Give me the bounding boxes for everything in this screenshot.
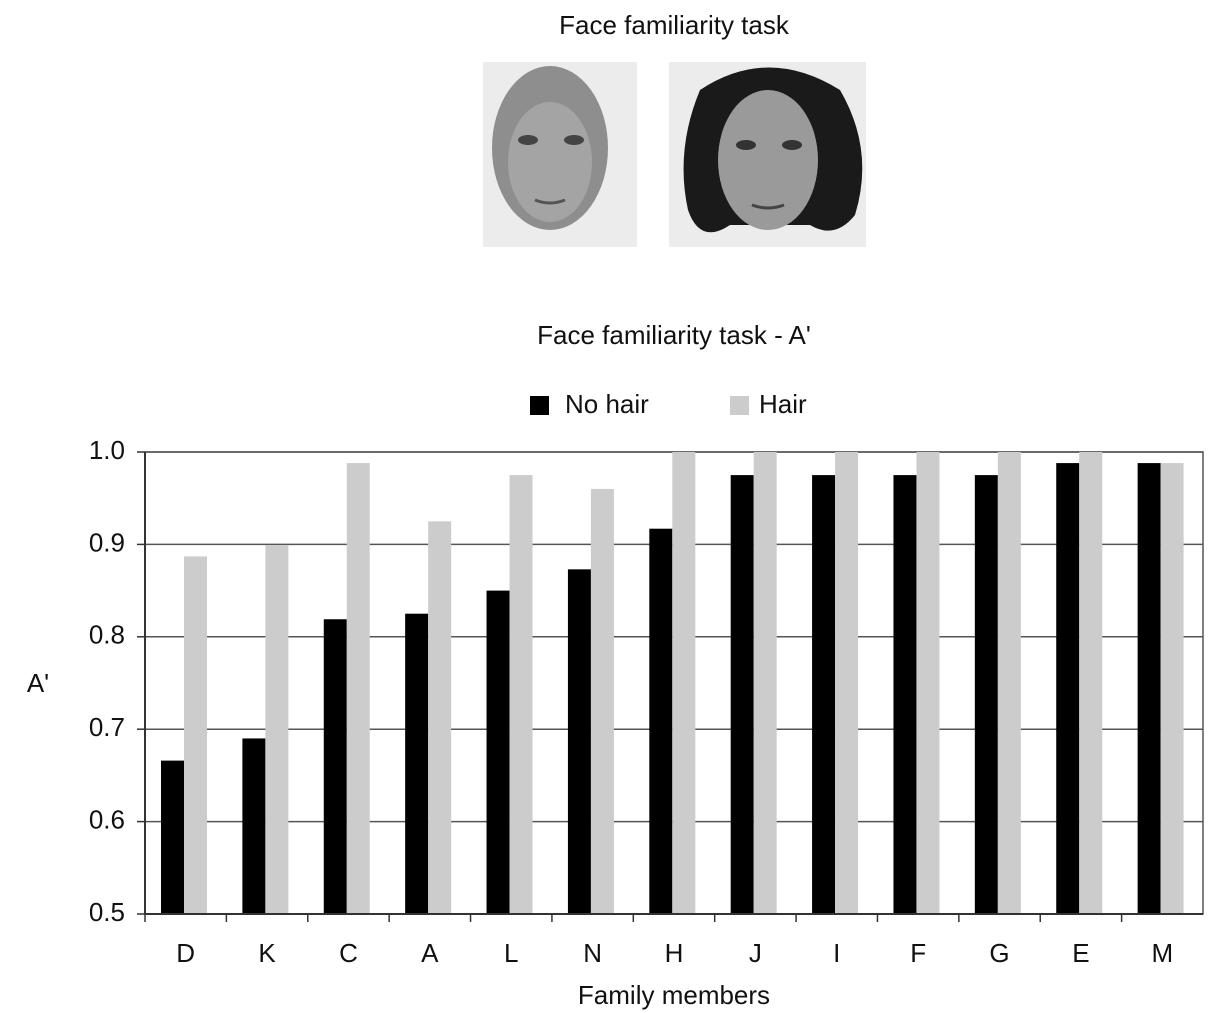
legend-swatch bbox=[530, 396, 549, 415]
x-tick-label: J bbox=[749, 938, 762, 968]
bar bbox=[405, 613, 429, 914]
x-tick-label: N bbox=[583, 938, 602, 968]
x-tick-label: H bbox=[665, 938, 684, 968]
bar bbox=[265, 545, 289, 914]
bar bbox=[916, 452, 940, 914]
bar bbox=[812, 475, 836, 914]
x-tick-label: A bbox=[421, 938, 439, 968]
bar bbox=[672, 452, 696, 914]
bar bbox=[1160, 463, 1184, 914]
y-axis-label: A' bbox=[27, 668, 49, 698]
legend-label: Hair bbox=[759, 389, 807, 419]
x-tick-label: C bbox=[339, 938, 358, 968]
bar bbox=[567, 569, 591, 914]
bar bbox=[428, 521, 452, 914]
y-tick-label: 0.8 bbox=[89, 620, 125, 650]
bar bbox=[997, 452, 1021, 914]
bar bbox=[590, 488, 614, 914]
bar bbox=[161, 760, 184, 914]
bar bbox=[835, 452, 859, 914]
face-hair bbox=[669, 62, 866, 247]
legend-swatch bbox=[730, 396, 749, 415]
y-tick-label: 0.6 bbox=[89, 804, 125, 834]
y-tick-label: 1.0 bbox=[89, 435, 125, 465]
x-tick-label: E bbox=[1072, 938, 1089, 968]
face-no-hair bbox=[483, 62, 637, 247]
bar bbox=[1056, 463, 1080, 914]
x-tick-label: L bbox=[504, 938, 518, 968]
figure-header: Face familiarity task bbox=[559, 10, 790, 40]
x-tick-label: K bbox=[258, 938, 276, 968]
bar bbox=[753, 452, 777, 914]
x-tick-label: I bbox=[833, 938, 840, 968]
x-axis-label: Family members bbox=[578, 980, 770, 1010]
y-tick-label: 0.5 bbox=[89, 897, 125, 927]
bar bbox=[242, 738, 266, 914]
bar bbox=[184, 556, 207, 914]
y-tick-label: 0.7 bbox=[89, 712, 125, 742]
bar bbox=[1079, 452, 1103, 914]
x-tick-label: M bbox=[1151, 938, 1173, 968]
bar bbox=[893, 475, 917, 914]
bar bbox=[730, 475, 754, 914]
bar bbox=[974, 475, 998, 914]
bar bbox=[323, 619, 347, 914]
y-tick-label: 0.9 bbox=[89, 527, 125, 557]
x-tick-label: F bbox=[910, 938, 926, 968]
bar bbox=[509, 475, 533, 914]
bar bbox=[486, 590, 510, 914]
x-tick-label: D bbox=[176, 938, 195, 968]
bar bbox=[1137, 463, 1161, 914]
bar bbox=[649, 528, 673, 914]
x-tick-label: G bbox=[989, 938, 1009, 968]
bar bbox=[346, 463, 370, 914]
chart-title: Face familiarity task - A' bbox=[537, 320, 811, 350]
legend-label: No hair bbox=[565, 389, 649, 419]
